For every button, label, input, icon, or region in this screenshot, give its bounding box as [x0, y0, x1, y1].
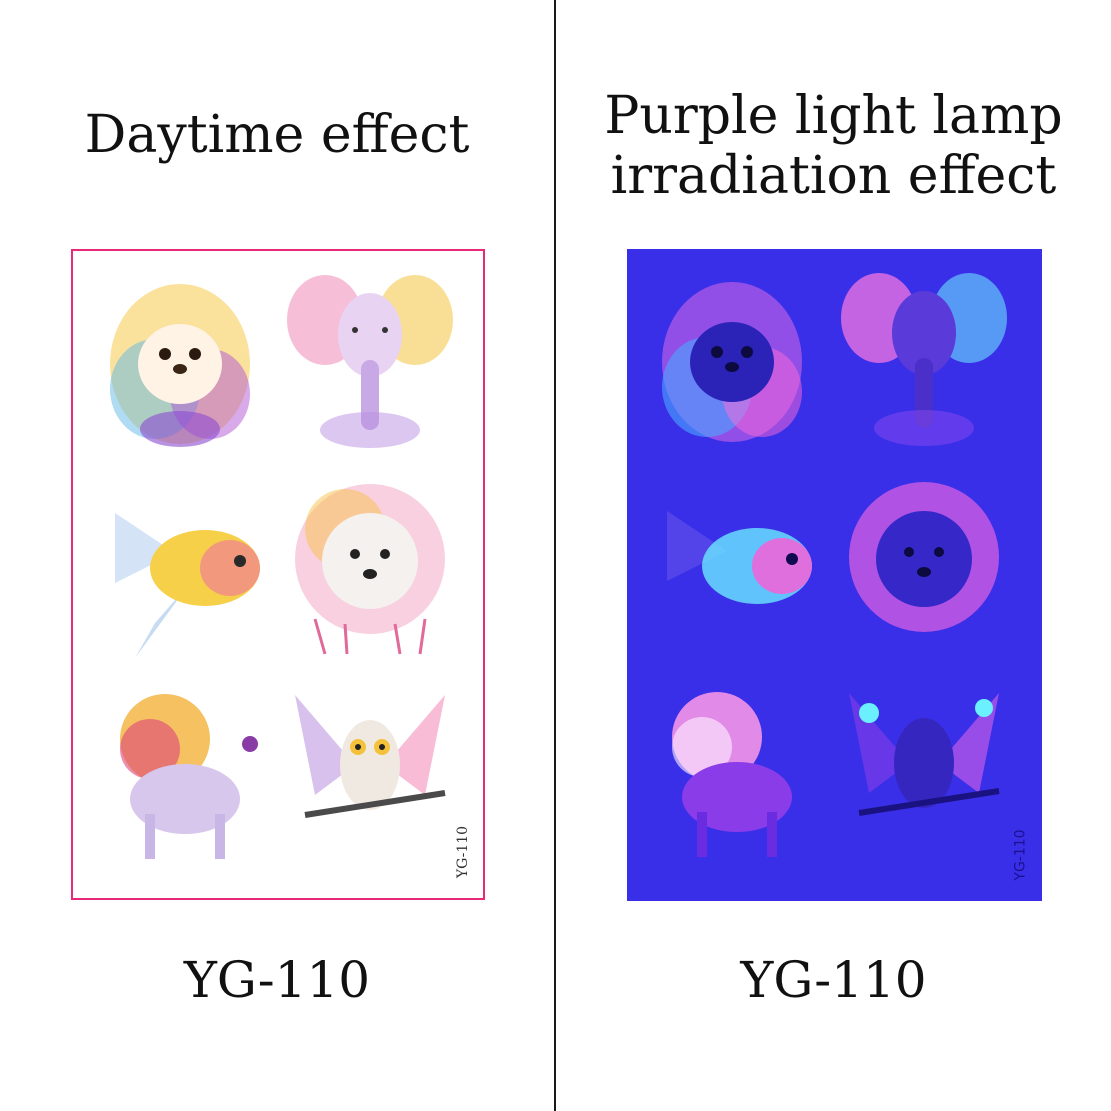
- fish-sticker: [95, 473, 265, 663]
- owl-sticker-uv: [839, 673, 1009, 863]
- dog-sticker: [285, 469, 455, 659]
- elephant-sticker: [285, 265, 455, 455]
- dog-sticker-uv: [839, 467, 1009, 657]
- hedgehog-sticker-uv: [647, 267, 817, 457]
- daytime-tattoo-sheet: YG-110: [71, 249, 485, 900]
- daytime-heading: Daytime effect: [84, 105, 470, 165]
- uv-heading-line2: irradiation effect: [610, 146, 1057, 206]
- uv-product-code: YG-110: [740, 951, 927, 1009]
- uv-heading: Purple light lamp irradiation effect: [556, 86, 1111, 206]
- daytime-product-code: YG-110: [183, 951, 371, 1009]
- uv-tattoo-sheet: YG-110: [627, 249, 1042, 901]
- lion-sticker-uv: [647, 677, 817, 867]
- fish-sticker-uv: [647, 471, 817, 661]
- hedgehog-sticker: [95, 269, 265, 459]
- owl-sticker: [285, 675, 455, 865]
- center-divider: [554, 0, 556, 1111]
- lion-sticker: [95, 679, 265, 869]
- uv-sheet-code: YG-110: [1012, 829, 1029, 881]
- daytime-sheet-code: YG-110: [454, 825, 471, 879]
- elephant-sticker-uv: [839, 263, 1009, 453]
- uv-heading-line1: Purple light lamp: [604, 86, 1063, 146]
